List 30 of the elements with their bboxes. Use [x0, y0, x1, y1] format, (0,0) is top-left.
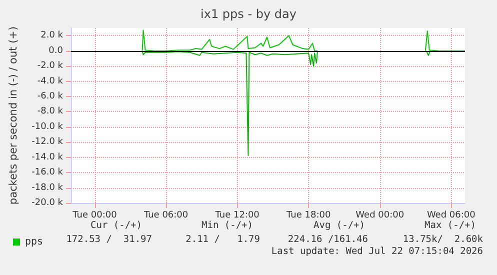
y-tick-label: 2.0 k — [40, 30, 64, 41]
legend-label: pps — [25, 236, 44, 248]
x-tick-label: Wed 06:00 — [426, 210, 476, 220]
y-axis-title: packets per second in (-) / out (+) — [8, 26, 20, 205]
text: 224.16 /161.46 — [288, 234, 368, 245]
y-tick-label: -20.0 k — [32, 198, 64, 208]
text: 2.11 / 1.79 — [186, 234, 260, 245]
y-tick-label: -10.0 k — [32, 122, 64, 132]
y-tick-label: -8.0 k — [37, 106, 64, 117]
y-tick-label: 0.0 — [48, 46, 64, 56]
text: Avg (-/+) — [314, 220, 365, 231]
y-tick-label: -14.0 k — [32, 152, 64, 162]
y-tick-label: -16.0 k — [32, 168, 64, 178]
text: Last update: Wed Jul 22 07:15:04 2026 — [271, 246, 483, 257]
text: Cur (-/+) — [90, 220, 142, 231]
text: Min (-/+) — [202, 220, 253, 231]
x-tick-label: Tue 12:00 — [214, 210, 260, 220]
x-tick-label: Wed 00:00 — [356, 210, 404, 220]
y-tick-label: -4.0 k — [37, 76, 64, 86]
y-tick-label: -6.0 k — [37, 91, 64, 102]
y-tick-label: -2.0 k — [37, 61, 64, 72]
text: 13.75k/ 2.60k — [402, 234, 483, 245]
y-tick-label: -18.0 k — [32, 182, 64, 193]
y-tick-label: -12.0 k — [32, 137, 64, 148]
text: 172.53 / 31.97 — [66, 234, 152, 245]
x-tick-label: Tue 00:00 — [72, 210, 118, 220]
x-tick-label: Tue 06:00 — [142, 210, 188, 220]
chart-title: ix1 pps - by day — [200, 7, 296, 21]
text: Max (-/+) — [424, 220, 476, 231]
x-tick-label: Tue 18:00 — [286, 210, 331, 220]
